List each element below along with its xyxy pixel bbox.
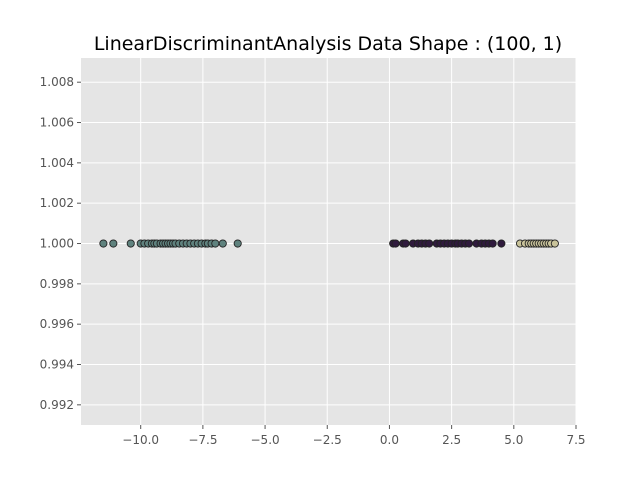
scatter-point <box>550 239 559 248</box>
x-tick-label: −5.0 <box>251 433 280 447</box>
grid <box>81 58 577 425</box>
x-tick-label: −7.5 <box>188 433 217 447</box>
scatter-point <box>497 239 506 248</box>
scatter-point <box>211 239 220 248</box>
x-tick-label: 7.5 <box>566 433 585 447</box>
y-tick-label: 0.998 <box>40 277 74 291</box>
scatter-point <box>99 239 108 248</box>
x-tick-label: 0.0 <box>380 433 399 447</box>
scatter-point <box>488 239 497 248</box>
chart-title: LinearDiscriminantAnalysis Data Shape : … <box>94 33 562 55</box>
y-axis: 0.992 0.994 0.996 0.998 1.000 1.002 1.004 1.006… <box>40 75 81 412</box>
scatter-point <box>109 239 118 248</box>
scatter-point <box>464 239 474 248</box>
scatter-point <box>425 239 434 248</box>
scatter-point <box>401 239 410 248</box>
scatter-point <box>391 239 400 248</box>
x-axis: −10.0 −7.5 −5.0 −2.5 0.0 2.5 5.0 7.5 <box>122 425 586 447</box>
data-points <box>99 239 559 248</box>
x-tick-label: 5.0 <box>504 433 523 447</box>
y-tick-label: 0.996 <box>40 317 74 331</box>
scatter-point <box>126 239 135 248</box>
y-tick-label: 1.002 <box>40 196 74 210</box>
y-tick-label: 1.006 <box>40 116 74 130</box>
scatter-point <box>218 239 227 248</box>
x-tick-label: 2.5 <box>442 433 461 447</box>
scatter-point <box>233 239 242 248</box>
y-tick-label: 1.008 <box>40 75 74 89</box>
y-tick-label: 0.994 <box>40 358 74 372</box>
y-tick-label: 0.992 <box>40 398 74 412</box>
y-tick-label: 1.004 <box>40 156 74 170</box>
y-tick-label: 1.000 <box>40 237 74 251</box>
x-tick-label: −10.0 <box>122 433 159 447</box>
x-tick-label: −2.5 <box>313 433 342 447</box>
